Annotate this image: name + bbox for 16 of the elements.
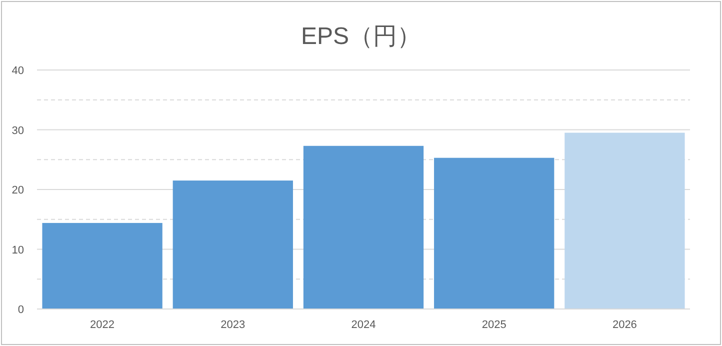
x-tick-label: 2025 bbox=[482, 319, 506, 331]
y-tick-label: 0 bbox=[18, 304, 24, 316]
y-tick-label: 20 bbox=[12, 184, 24, 196]
y-tick-label: 30 bbox=[12, 124, 24, 137]
chart-title: EPS（円） bbox=[300, 23, 422, 50]
x-tick-label: 2022 bbox=[90, 319, 115, 331]
y-tick-label: 10 bbox=[12, 244, 24, 256]
bar bbox=[172, 180, 293, 309]
bar bbox=[42, 222, 162, 309]
y-tick-label: 40 bbox=[12, 65, 24, 77]
x-tick-label: 2023 bbox=[220, 319, 246, 331]
bar bbox=[303, 146, 424, 309]
bar bbox=[564, 132, 685, 309]
x-tick-label: 2024 bbox=[351, 319, 376, 331]
x-tick-label: 2026 bbox=[612, 319, 637, 331]
bar bbox=[434, 158, 554, 309]
